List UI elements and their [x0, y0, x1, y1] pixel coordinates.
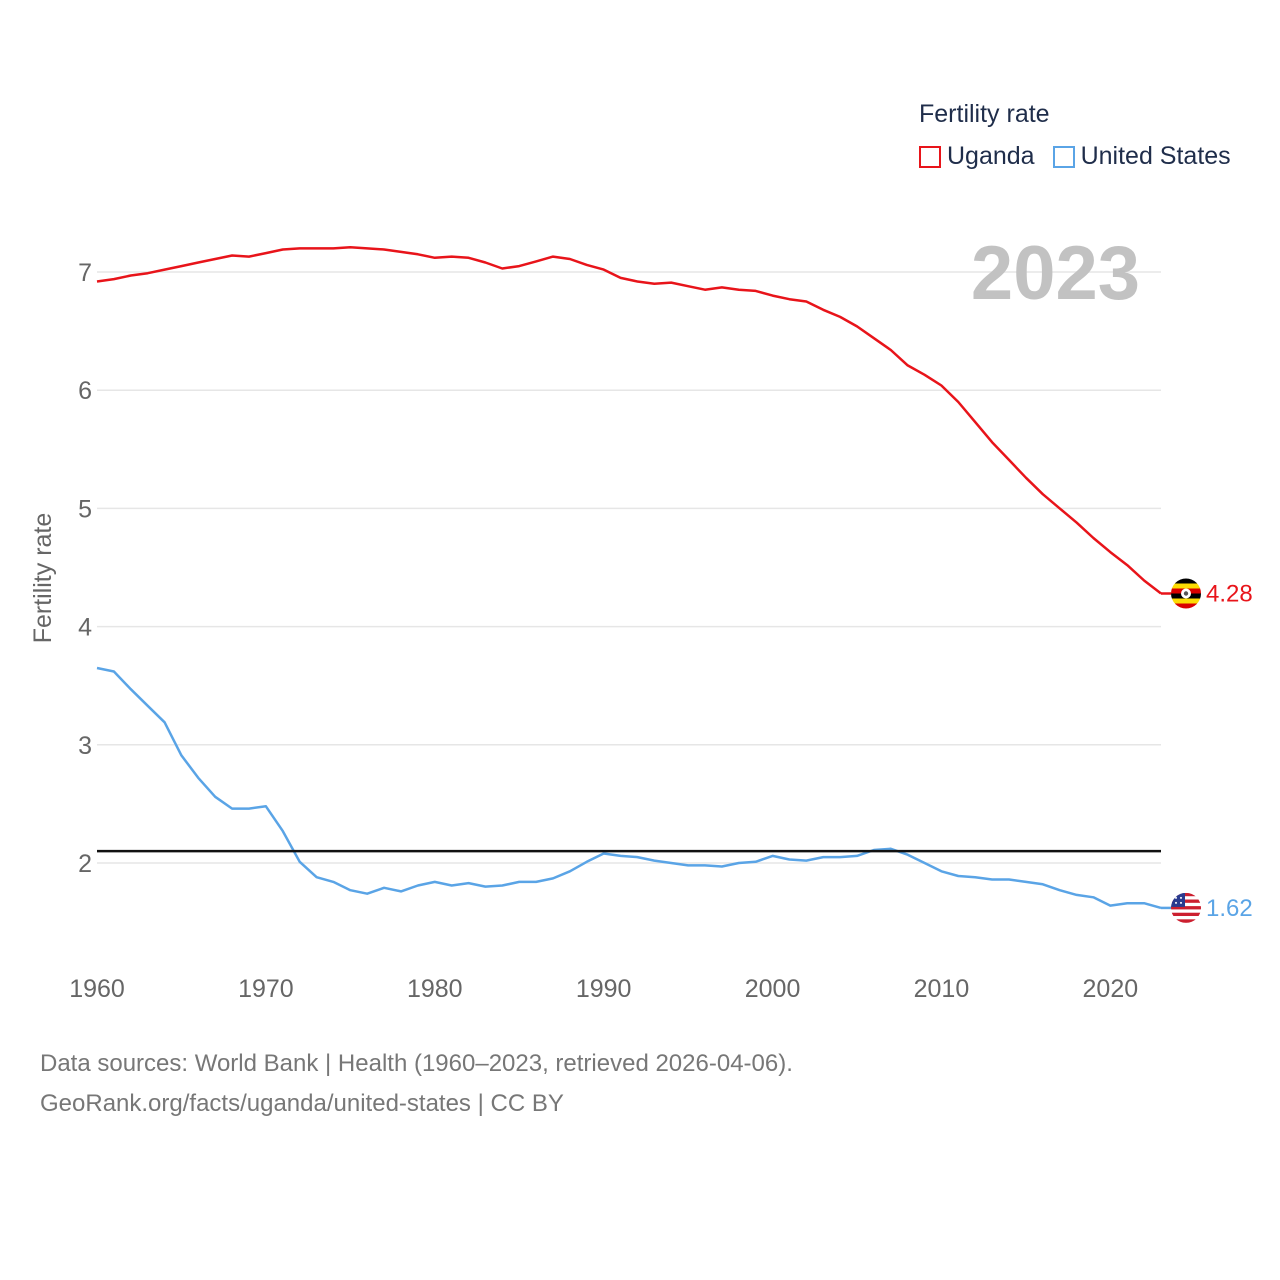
legend-title: Fertility rate	[919, 100, 1050, 128]
y-tick-label: 7	[78, 259, 92, 287]
uganda-end-value: 4.28	[1206, 581, 1253, 608]
year-watermark: 2023	[971, 231, 1140, 316]
legend-label-uganda: Uganda	[947, 142, 1035, 170]
united-states-end-value: 1.62	[1206, 895, 1253, 922]
x-tick-label: 2000	[745, 975, 801, 1003]
y-axis-label: Fertility rate	[29, 513, 57, 644]
legend-item-uganda[interactable]: Uganda	[919, 142, 1035, 171]
legend-label-united-states: United States	[1080, 142, 1231, 170]
legend-swatch-uganda	[919, 145, 941, 168]
legend: Uganda United States	[919, 142, 1249, 171]
united-states-flag-icon	[1171, 892, 1201, 923]
series-line-uganda[interactable]	[96, 245, 1162, 595]
legend-swatch-united-states	[1052, 145, 1075, 168]
x-tick-label: 1990	[576, 975, 632, 1003]
x-tick-label: 1970	[238, 975, 294, 1003]
legend-item-united-states[interactable]: United States	[1052, 142, 1231, 171]
end-markers: 4.28 1.62	[1161, 578, 1253, 923]
series-line-united-states[interactable]	[96, 666, 1162, 910]
x-tick-label: 1980	[407, 975, 463, 1003]
y-tick-label: 3	[78, 732, 92, 760]
x-tick-label: 2010	[914, 975, 970, 1003]
x-tick-label: 2020	[1083, 975, 1139, 1003]
uganda-flag-icon	[1171, 578, 1201, 609]
y-tick-label: 4	[78, 614, 92, 642]
x-axis-ticks: 1960 1970 1980 1990 2000 2010 2020	[69, 975, 1138, 1003]
y-tick-label: 2	[78, 850, 92, 878]
y-tick-label: 6	[78, 377, 92, 405]
gridlines	[97, 271, 1161, 864]
source-note: Data sources: World Bank | Health (1960–…	[40, 1044, 793, 1124]
series-lines	[96, 245, 1162, 910]
y-tick-label: 5	[78, 495, 92, 523]
source-line-2: GeoRank.org/facts/uganda/united-states |…	[40, 1090, 564, 1117]
y-axis-ticks: 2 3 4 5 6 7	[78, 259, 92, 878]
x-tick-label: 1960	[69, 975, 125, 1003]
source-line-1: Data sources: World Bank | Health (1960–…	[40, 1050, 793, 1077]
